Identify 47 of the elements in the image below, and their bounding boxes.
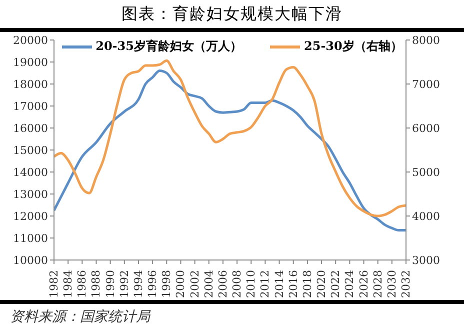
y2-tick-label: 7000 (412, 78, 440, 91)
x-tick-label: 2032 (400, 270, 412, 298)
x-tick-label: 2006 (216, 270, 230, 298)
y-tick-label: 16000 (13, 122, 48, 135)
y-tick-label: 18000 (13, 78, 48, 91)
x-tick-label: 1990 (104, 270, 117, 298)
text: 资料来源：国家统计局 (10, 308, 150, 326)
x-tick-label: 2008 (230, 270, 244, 298)
x-tick-label: 2004 (202, 270, 216, 298)
x-tick-label: 2022 (329, 270, 342, 298)
y2-tick-label: 8000 (412, 34, 440, 47)
legend-label: 20-35岁育龄妇女（万人） (96, 38, 242, 55)
y2-tick-label: 4000 (412, 210, 440, 223)
y-tick-label: 17000 (13, 100, 48, 113)
y-tick-label: 11000 (13, 232, 48, 245)
x-tick-label: 1986 (76, 270, 89, 298)
y-tick-label: 19000 (13, 56, 48, 69)
x-tick-label: 2030 (385, 270, 398, 298)
x-tick-label: 1982 (48, 270, 60, 298)
y-tick-label: 14000 (13, 166, 48, 179)
y-tick-label: 15000 (13, 144, 48, 157)
x-tick-label: 1998 (160, 270, 174, 298)
x-tick-label: 2014 (272, 270, 286, 298)
y-tick-label: 20000 (13, 34, 48, 47)
x-tick-label: 2020 (315, 270, 328, 298)
x-tick-label: 1996 (146, 270, 160, 298)
x-tick-label: 1992 (118, 270, 131, 298)
x-tick-label: 2016 (286, 270, 300, 298)
legend-label: 25-30岁（右轴） (304, 38, 402, 55)
x-tick-label: 2002 (188, 270, 202, 298)
y2-tick-label: 6000 (412, 122, 440, 135)
y-tick-label: 13000 (13, 188, 48, 201)
y2-tick-label: 5000 (412, 166, 440, 179)
x-tick-label: 1994 (132, 270, 145, 298)
x-tick-label: 2018 (300, 270, 314, 298)
y2-tick-label: 3000 (412, 254, 440, 267)
y-tick-label: 12000 (13, 210, 48, 223)
x-tick-label: 2012 (258, 270, 272, 298)
y-tick-label: 10000 (13, 254, 48, 267)
x-tick-label: 1984 (62, 270, 75, 298)
x-tick-label: 2028 (371, 270, 384, 298)
chart-title: 图表：育龄妇女规模大幅下滑 (120, 4, 344, 25)
x-tick-label: 2024 (343, 270, 356, 298)
x-tick-label: 2010 (244, 270, 258, 298)
x-tick-label: 1988 (90, 270, 103, 298)
x-tick-label: 2026 (357, 270, 370, 298)
x-tick-label: 2000 (174, 270, 188, 298)
